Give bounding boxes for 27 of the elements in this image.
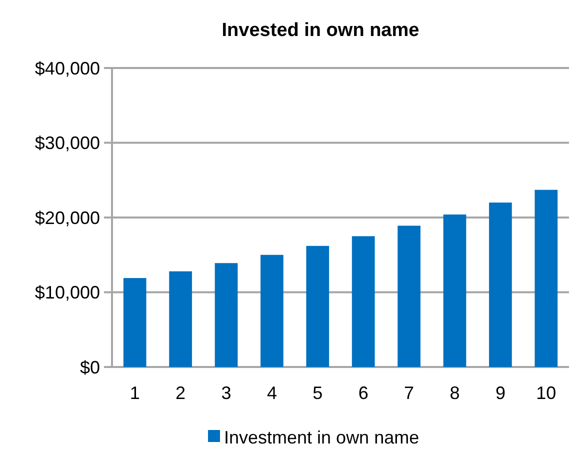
bar [398, 226, 420, 367]
x-tick-label: 10 [536, 383, 556, 403]
bar [443, 214, 466, 367]
bar [260, 254, 284, 367]
bar [306, 246, 330, 367]
x-tick-label: 5 [312, 383, 323, 403]
x-tick-label: 6 [358, 383, 368, 403]
y-tick-label: $10,000 [34, 282, 100, 303]
bar [352, 236, 375, 367]
y-tick-label: $30,000 [34, 133, 100, 154]
x-tick-label: 1 [130, 383, 140, 403]
chart-title: Invested in own name [222, 20, 420, 41]
y-tick-label: $40,000 [34, 58, 100, 78]
y-tick-label: $0 [80, 357, 100, 378]
bar [489, 202, 512, 367]
x-tick-label: 4 [266, 383, 277, 403]
bar [534, 190, 558, 367]
x-tick-label: 8 [450, 383, 460, 403]
bar [123, 278, 146, 367]
bar [214, 263, 238, 367]
legend-label: Investment in own name [224, 427, 420, 448]
x-tick-label: 3 [221, 383, 232, 403]
x-tick-label: 7 [404, 383, 414, 403]
bar [169, 271, 192, 367]
x-tick-label: 9 [495, 383, 506, 403]
y-tick-label: $20,000 [34, 208, 100, 228]
x-tick-label: 2 [176, 383, 186, 403]
